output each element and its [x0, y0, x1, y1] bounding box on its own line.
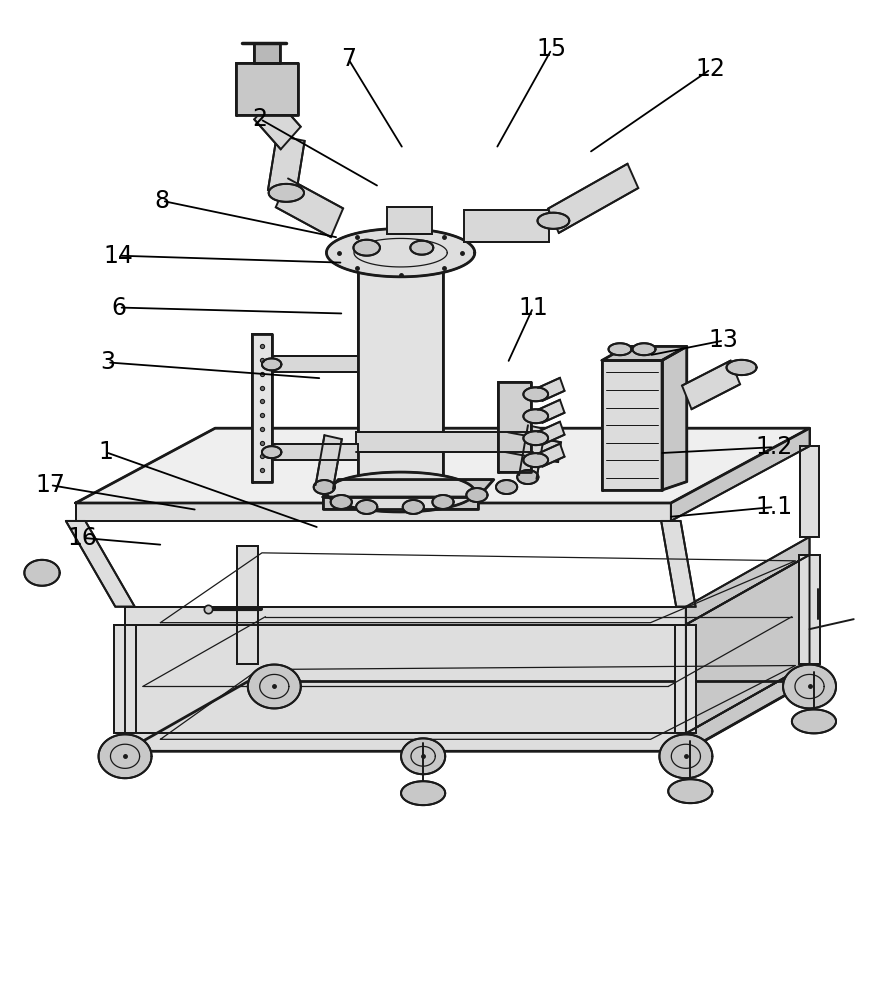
Polygon shape: [354, 240, 380, 256]
Polygon shape: [330, 495, 352, 509]
Text: 13: 13: [709, 328, 739, 352]
Polygon shape: [602, 360, 662, 490]
Text: 2: 2: [253, 107, 268, 131]
Polygon shape: [505, 432, 561, 462]
Polygon shape: [668, 779, 712, 803]
Polygon shape: [602, 346, 687, 360]
Text: 11: 11: [518, 296, 548, 320]
Polygon shape: [237, 546, 259, 664]
Polygon shape: [538, 444, 564, 467]
Polygon shape: [125, 607, 686, 625]
Polygon shape: [498, 382, 532, 472]
Polygon shape: [792, 709, 836, 733]
Polygon shape: [356, 500, 377, 514]
Polygon shape: [125, 625, 686, 733]
Text: 14: 14: [104, 244, 134, 268]
Polygon shape: [659, 734, 712, 778]
Polygon shape: [800, 446, 820, 537]
Polygon shape: [276, 178, 343, 237]
Text: 1.2: 1.2: [756, 435, 793, 459]
Polygon shape: [262, 358, 282, 370]
Polygon shape: [272, 356, 358, 372]
Polygon shape: [464, 210, 549, 242]
Polygon shape: [524, 409, 548, 423]
Polygon shape: [675, 625, 696, 733]
Polygon shape: [253, 334, 272, 482]
Polygon shape: [686, 555, 810, 733]
Text: 8: 8: [154, 189, 170, 213]
Polygon shape: [609, 343, 632, 355]
Polygon shape: [236, 63, 298, 115]
Text: 16: 16: [67, 526, 97, 550]
Polygon shape: [272, 444, 358, 460]
Polygon shape: [248, 665, 301, 708]
Polygon shape: [633, 343, 656, 355]
Text: 7: 7: [341, 47, 356, 71]
Polygon shape: [727, 360, 757, 375]
Polygon shape: [538, 213, 570, 229]
Polygon shape: [661, 521, 696, 607]
Text: 15: 15: [537, 37, 567, 61]
Polygon shape: [125, 733, 686, 751]
Polygon shape: [254, 97, 300, 149]
Polygon shape: [432, 495, 454, 509]
Polygon shape: [662, 346, 687, 490]
Polygon shape: [114, 625, 136, 733]
Polygon shape: [538, 378, 564, 401]
Text: 1: 1: [98, 440, 113, 464]
Polygon shape: [268, 135, 305, 196]
Polygon shape: [401, 781, 445, 805]
Polygon shape: [262, 446, 282, 458]
Text: 1.1: 1.1: [756, 495, 793, 519]
Polygon shape: [326, 229, 475, 277]
Polygon shape: [98, 734, 152, 778]
Polygon shape: [524, 453, 548, 467]
Polygon shape: [524, 387, 548, 401]
Text: 17: 17: [35, 473, 65, 497]
Polygon shape: [75, 428, 810, 503]
Polygon shape: [387, 207, 431, 234]
Polygon shape: [519, 425, 545, 479]
Polygon shape: [682, 361, 740, 409]
Polygon shape: [538, 400, 564, 423]
Polygon shape: [326, 472, 475, 512]
Polygon shape: [538, 422, 564, 445]
Polygon shape: [75, 503, 671, 521]
Polygon shape: [671, 428, 810, 521]
Polygon shape: [315, 435, 342, 489]
Polygon shape: [548, 164, 638, 233]
Polygon shape: [686, 537, 810, 625]
Polygon shape: [783, 665, 836, 708]
Polygon shape: [25, 560, 59, 586]
Text: 3: 3: [100, 350, 115, 374]
Polygon shape: [358, 253, 443, 492]
Polygon shape: [323, 497, 478, 509]
Polygon shape: [268, 184, 304, 202]
Polygon shape: [356, 432, 533, 452]
Polygon shape: [410, 241, 433, 255]
Text: 12: 12: [696, 57, 726, 81]
Polygon shape: [403, 500, 424, 514]
Polygon shape: [66, 521, 135, 607]
Polygon shape: [466, 488, 487, 502]
Polygon shape: [496, 480, 517, 494]
Polygon shape: [517, 470, 539, 484]
Polygon shape: [686, 664, 810, 751]
Polygon shape: [401, 738, 445, 774]
Polygon shape: [524, 431, 548, 445]
Text: 6: 6: [112, 296, 127, 320]
Polygon shape: [314, 480, 335, 494]
Polygon shape: [323, 480, 494, 497]
Polygon shape: [799, 555, 820, 664]
Polygon shape: [253, 43, 280, 63]
